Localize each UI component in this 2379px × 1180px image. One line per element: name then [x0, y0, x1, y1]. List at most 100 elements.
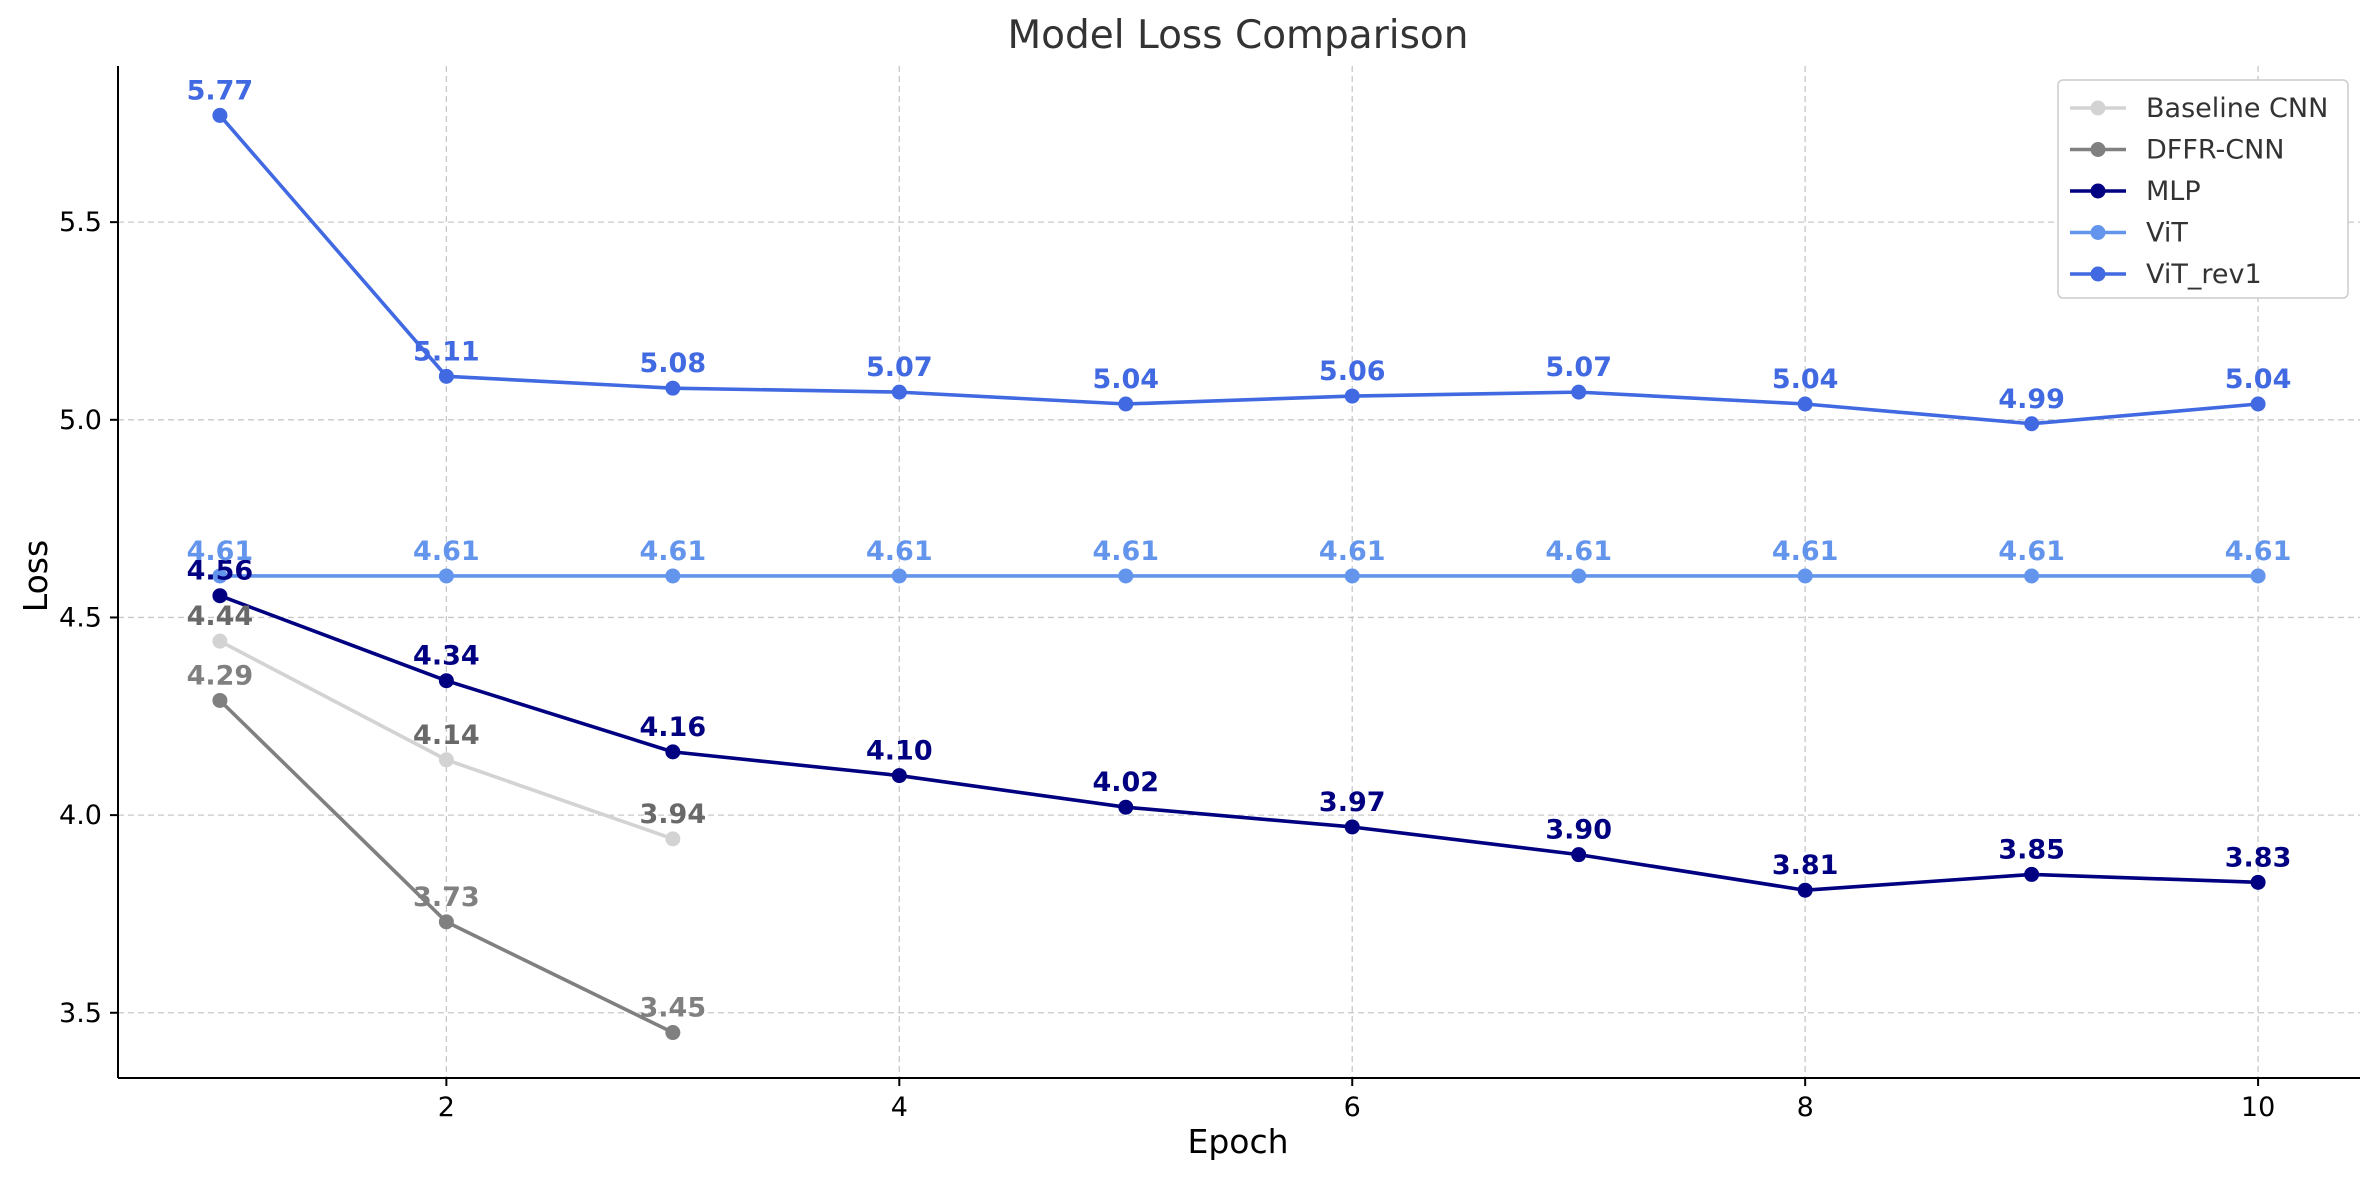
legend-label-vit: ViT — [2146, 218, 2188, 249]
y-axis-title: Loss — [16, 540, 55, 612]
legend-marker-vit — [2090, 225, 2106, 240]
data-point-mlp — [1571, 847, 1587, 863]
data-label-vit: 4.61 — [1319, 536, 1386, 567]
y-tick-label: 4.0 — [59, 800, 102, 831]
data-label-vit: 4.61 — [2225, 536, 2292, 567]
y-tick-label: 5.5 — [59, 207, 102, 238]
data-label-vit: 4.61 — [413, 536, 480, 567]
data-label-vit: 4.61 — [1772, 536, 1839, 567]
data-label-mlp: 3.81 — [1772, 850, 1839, 881]
series-line-vit-rev1 — [218, 114, 2259, 426]
data-point-vit — [1571, 568, 1587, 584]
x-tick-label: 4 — [891, 1092, 908, 1123]
data-label-baseline-cnn: 4.14 — [413, 720, 480, 751]
data-point-mlp — [2024, 866, 2040, 882]
axes-layer: 2 4 6 8 10 3.5 4.0 4.5 5.0 5.5 — [59, 66, 2360, 1123]
data-label-mlp: 3.90 — [1545, 815, 1612, 846]
legend-label-mlp: MLP — [2146, 176, 2201, 207]
data-label-mlp: 3.97 — [1319, 787, 1386, 818]
data-label-mlp: 4.34 — [413, 641, 480, 672]
data-label-vit: 4.61 — [1998, 536, 2065, 567]
series-line-mlp — [219, 594, 2259, 893]
legend-marker-baseline-cnn — [2090, 100, 2106, 116]
data-labels-layer: 4.44 4.14 3.94 4.29 3.73 3.45 4.56 4.34 4.16 4.10… — [187, 75, 2292, 1023]
data-label-vit: 4.61 — [1092, 536, 1159, 567]
data-point-baseline-cnn — [665, 831, 681, 847]
x-tick-label: 10 — [2241, 1092, 2275, 1123]
data-label-vit: 4.61 — [866, 536, 933, 567]
data-point-dffr-cnn — [212, 692, 228, 708]
data-point-mlp — [891, 768, 907, 784]
data-point-mlp — [2250, 874, 2266, 890]
chart-title: Model Loss Comparison — [1008, 13, 1469, 58]
data-label-mlp: 3.85 — [1998, 834, 2065, 865]
y-tick-label: 5.0 — [59, 405, 102, 436]
data-label-dffr-cnn: 3.73 — [413, 882, 480, 913]
data-point-vit-rev1 — [2250, 396, 2266, 412]
legend-label-vit-rev1: ViT_rev1 — [2146, 259, 2262, 290]
data-label-dffr-cnn: 4.29 — [187, 660, 254, 691]
data-point-vit — [212, 568, 228, 584]
data-point-mlp — [1344, 819, 1360, 835]
data-label-mlp: 4.16 — [640, 712, 707, 743]
data-point-mlp — [1797, 882, 1813, 898]
legend-label-baseline-cnn: Baseline CNN — [2146, 93, 2328, 124]
data-point-dffr-cnn — [665, 1025, 681, 1041]
data-label-mlp: 3.83 — [2225, 842, 2292, 873]
data-point-vit-rev1 — [1118, 396, 1134, 412]
data-label-mlp: 4.02 — [1092, 767, 1159, 798]
legend-marker-mlp — [2090, 183, 2106, 199]
series-layer — [212, 107, 2266, 1041]
y-tick-label: 3.5 — [59, 998, 102, 1029]
data-point-vit — [1344, 568, 1360, 584]
data-point-mlp — [438, 673, 454, 689]
x-tick-label: 6 — [1344, 1092, 1361, 1123]
data-label-vit: 4.61 — [640, 536, 707, 567]
data-point-vit-rev1 — [2024, 416, 2040, 432]
legend-marker-dffr-cnn — [2090, 142, 2106, 157]
data-label-vit-rev1: 5.77 — [187, 75, 254, 106]
data-point-vit-rev1 — [665, 380, 681, 396]
data-point-mlp — [665, 744, 681, 760]
data-label-vit-rev1: 5.07 — [1545, 352, 1612, 383]
data-point-vit-rev1 — [891, 384, 907, 400]
data-point-vit-rev1 — [1571, 384, 1587, 400]
data-point-vit — [438, 568, 454, 584]
data-point-vit — [1797, 568, 1813, 584]
data-label-vit-rev1: 5.04 — [1772, 364, 1839, 395]
legend-label-dffr-cnn: DFFR-CNN — [2146, 135, 2285, 166]
data-point-vit — [2024, 568, 2040, 584]
data-label-baseline-cnn: 4.44 — [187, 601, 254, 632]
data-label-vit-rev1: 5.04 — [1092, 364, 1159, 395]
data-point-dffr-cnn — [438, 914, 454, 930]
legend-marker-vit-rev1 — [2090, 266, 2106, 282]
data-point-vit-rev1 — [1797, 396, 1813, 412]
data-point-baseline-cnn — [438, 752, 454, 768]
data-point-vit-rev1 — [438, 368, 454, 384]
data-label-vit: 4.61 — [187, 536, 254, 567]
data-point-vit-rev1 — [212, 107, 228, 123]
data-label-vit-rev1: 5.07 — [866, 352, 933, 383]
data-label-vit-rev1: 5.08 — [640, 348, 707, 379]
data-label-vit-rev1: 5.11 — [413, 336, 480, 367]
x-tick-label: 2 — [438, 1092, 455, 1123]
y-tick-label: 4.5 — [59, 602, 102, 633]
data-label-dffr-cnn: 3.45 — [640, 993, 707, 1024]
data-point-vit — [891, 568, 907, 584]
x-axis-title: Epoch — [1187, 1122, 1288, 1161]
data-label-mlp: 4.10 — [866, 736, 933, 767]
data-label-vit-rev1: 5.04 — [2225, 364, 2292, 395]
data-point-mlp — [212, 588, 228, 604]
data-point-vit — [665, 568, 681, 584]
data-point-vit — [1118, 568, 1134, 584]
data-label-vit: 4.61 — [1545, 536, 1612, 567]
data-point-vit — [2250, 568, 2266, 584]
data-label-mlp: 4.56 — [187, 556, 254, 587]
data-label-vit-rev1: 4.99 — [1998, 384, 2065, 415]
legend-box — [2057, 79, 2349, 299]
legend: Baseline CNN DFFR-CNN MLP ViT ViT_rev1 — [2057, 79, 2349, 299]
data-label-vit-rev1: 5.06 — [1319, 356, 1386, 387]
data-point-vit-rev1 — [1344, 388, 1360, 404]
